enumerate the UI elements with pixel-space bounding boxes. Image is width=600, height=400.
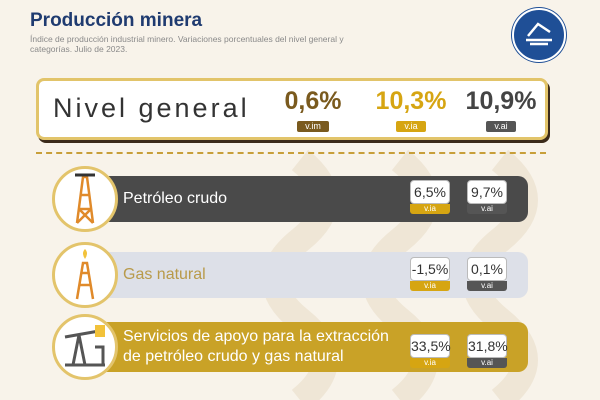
metric-value: 0,1% <box>467 257 507 281</box>
derrick-icon <box>75 249 95 300</box>
metric: 0,1% v.ai <box>467 257 507 291</box>
metric-value: 10,3% <box>375 87 447 115</box>
category-label: Servicios de apoyo para la extracción de… <box>123 328 389 365</box>
category-bar: Servicios de apoyo para la extracción de… <box>85 322 528 372</box>
pumpjack-icon <box>64 325 105 367</box>
metric-tag: v.ia <box>410 281 450 291</box>
metric: 10,3% v.ia <box>373 87 449 134</box>
metric-tag: v.im <box>297 121 329 132</box>
category-bar: Petróleo crudo <box>85 176 528 222</box>
logo <box>512 8 566 62</box>
metric-tag: v.ia <box>410 204 450 214</box>
metric: 0,6% v.im <box>281 87 345 134</box>
metric-value: 9,7% <box>467 180 507 204</box>
metric: 6,5% v.ia <box>410 180 450 214</box>
summary-label: Nivel general <box>53 93 250 123</box>
category-bar: Gas natural <box>85 252 528 298</box>
logo-icon <box>526 22 552 46</box>
metric-tag: v.ia <box>410 358 450 368</box>
category-label: Petróleo crudo <box>123 190 228 207</box>
metric-tag: v.ai <box>467 281 507 291</box>
metric-value: 10,9% <box>465 87 537 115</box>
icon-circle <box>52 242 118 308</box>
metric-value: 31,8% <box>467 334 508 358</box>
metric-value: 6,5% <box>410 180 450 204</box>
metric-tag: v.ai <box>486 121 516 132</box>
category-label: Gas natural <box>123 266 206 283</box>
icon-circle <box>52 166 118 232</box>
metric-value: 0,6% <box>284 87 342 115</box>
divider <box>36 152 546 154</box>
metric: 9,7% v.ai <box>467 180 507 214</box>
metric-tag: v.ai <box>467 358 507 368</box>
subtitle: Índice de producción industrial minero. … <box>30 34 344 54</box>
summary-box: Nivel general 0,6% v.im 10,3% v.ia 10,9%… <box>36 78 548 140</box>
metric: 10,9% v.ai <box>463 87 539 134</box>
metric: 31,8% v.ai <box>467 334 508 368</box>
metric-tag: v.ia <box>396 121 426 132</box>
metric: -1,5% v.ia <box>410 257 450 291</box>
metric-value: 33,5% <box>410 334 451 358</box>
derrick-icon <box>75 173 95 224</box>
metric: 33,5% v.ia <box>410 334 451 368</box>
metric-value: -1,5% <box>410 257 450 281</box>
metric-tag: v.ai <box>467 204 507 214</box>
title: Producción minera <box>30 10 203 31</box>
icon-circle <box>52 314 118 380</box>
